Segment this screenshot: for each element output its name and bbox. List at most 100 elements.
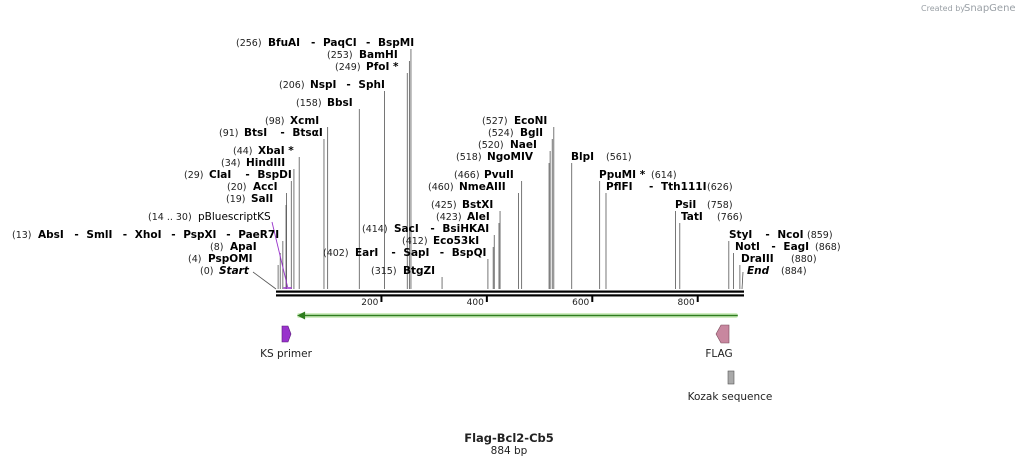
site-row: (527) EcoNI — [482, 115, 547, 127]
site-name[interactable]: ApaI — [230, 241, 257, 253]
site-name[interactable]: EarI — [355, 247, 378, 259]
site-row: (626) PflFI - Tth111I — [606, 181, 733, 193]
primer-connector — [271, 221, 289, 288]
site-name[interactable]: PvuII — [484, 169, 514, 181]
site-connectors — [252, 49, 744, 290]
site-name[interactable]: PpuMI * — [599, 169, 646, 181]
site-separator: - — [430, 223, 434, 235]
site-row: (402) EarI - SapI - BspQI — [323, 247, 486, 259]
site-name[interactable]: End — [747, 265, 770, 277]
site-name[interactable]: StyI — [729, 229, 752, 241]
site-name[interactable]: AbsI — [38, 229, 64, 241]
site-name[interactable]: HindIII — [246, 157, 285, 169]
site-separator: - — [74, 229, 78, 241]
features: KS primer FLAG Kozak sequence — [260, 311, 772, 403]
site-name[interactable]: DraIII — [741, 253, 774, 265]
site-name[interactable]: BstXI — [462, 199, 493, 211]
site-name[interactable]: BtgZI — [403, 265, 435, 277]
site-position: (402) — [323, 248, 349, 259]
site-name[interactable]: BglI — [520, 127, 543, 139]
site-position: (460) — [428, 182, 454, 193]
site-row: (766) TatI — [681, 211, 743, 223]
site-position: (425) — [431, 200, 457, 211]
site-name[interactable]: EagI — [783, 241, 809, 253]
site-name[interactable]: PfoI * — [366, 61, 399, 73]
site-separator: - — [346, 79, 350, 91]
site-name[interactable]: PspOMI — [208, 253, 253, 265]
site-name[interactable]: Eco53kI — [433, 235, 479, 247]
site-row: (425) BstXI — [431, 199, 493, 211]
site-position: (253) — [327, 50, 353, 61]
site-name[interactable]: PaqCI — [323, 37, 357, 49]
site-name[interactable]: SmlI — [86, 229, 112, 241]
site-name[interactable]: XcmI — [290, 115, 319, 127]
site-separator: - — [311, 37, 315, 49]
sequence-title: Flag-Bcl2-Cb5 — [464, 431, 554, 445]
site-row: (859) StyI - NcoI — [729, 229, 833, 241]
site-name[interactable]: NotI — [735, 241, 760, 253]
orf-arrow-head — [297, 311, 306, 320]
site-name[interactable]: SalI — [251, 193, 273, 205]
site-name[interactable]: BtsI — [244, 127, 267, 139]
ruler-tick — [485, 296, 488, 302]
site-row: (880) DraIII — [741, 253, 817, 265]
site-name[interactable]: NspI — [310, 79, 336, 91]
site-name[interactable]: AccI — [253, 181, 277, 193]
site-position: (626) — [707, 182, 733, 193]
site-name[interactable]: EcoNI — [514, 115, 547, 127]
site-name[interactable]: NcoI — [777, 229, 803, 241]
site-name[interactable]: PspXI — [183, 229, 216, 241]
site-name[interactable]: NgoMIV — [487, 151, 534, 163]
site-name[interactable]: BfuAI — [268, 37, 300, 49]
site-connector — [741, 271, 744, 290]
site-name[interactable]: NmeAIII — [459, 181, 506, 193]
site-name[interactable]: BlpI — [571, 151, 594, 163]
site-separator: - — [123, 229, 127, 241]
site-name[interactable]: SphI — [358, 79, 384, 91]
ks-primer-feature[interactable] — [281, 325, 292, 343]
site-separator: - — [649, 181, 653, 193]
site-row: (4) PspOMI — [188, 253, 253, 265]
site-name[interactable]: TatI — [681, 211, 703, 223]
site-position: (884) — [781, 266, 807, 277]
site-row: (158) BbsI — [296, 97, 353, 109]
site-row: (412) Eco53kI — [402, 235, 479, 247]
site-row: (8) ApaI — [210, 241, 257, 253]
site-name[interactable]: Start — [219, 265, 250, 277]
site-name[interactable]: BspMI — [378, 37, 414, 49]
site-row: (460) NmeAIII — [428, 181, 506, 193]
site-position: (466) — [454, 170, 480, 181]
site-name[interactable]: BsiHKAI — [442, 223, 489, 235]
site-name[interactable]: XhoI — [135, 229, 162, 241]
site-position: (315) — [371, 266, 397, 277]
site-name[interactable]: AleI — [467, 211, 490, 223]
site-name[interactable]: BbsI — [327, 97, 353, 109]
ruler-tick — [380, 296, 383, 302]
site-position: (20) — [227, 182, 247, 193]
feature-label: KS primer — [260, 348, 312, 360]
site-name[interactable]: XbaI * — [258, 145, 294, 157]
site-position: (412) — [402, 236, 428, 247]
site-name[interactable]: BspDI — [257, 169, 291, 181]
site-name[interactable]: PsiI — [675, 199, 696, 211]
site-row: (466) PvuII — [454, 169, 514, 181]
site-name[interactable]: SapI — [403, 247, 429, 259]
flag-feature[interactable] — [715, 324, 730, 344]
site-name[interactable]: NaeI — [510, 139, 537, 151]
site-name[interactable]: BamHI — [359, 49, 398, 61]
site-position: (859) — [807, 230, 833, 241]
site-name[interactable]: ClaI — [209, 169, 231, 181]
credit-brand: SnapGene — [964, 3, 1016, 14]
site-position: (98) — [265, 116, 285, 127]
kozak-feature[interactable] — [727, 370, 735, 385]
site-name[interactable]: PflFI — [606, 181, 633, 193]
site-name[interactable]: BspQI — [452, 247, 487, 259]
credit-text: Created by — [921, 4, 965, 13]
site-name[interactable]: Tth111I — [661, 181, 706, 193]
site-position: (29) — [184, 170, 204, 181]
site-name[interactable]: SacI — [394, 223, 419, 235]
ruler: 200 400 600 800 — [361, 296, 699, 308]
site-name[interactable]: PaeR7I — [238, 229, 279, 241]
site-name[interactable]: BtsαI — [292, 127, 322, 139]
